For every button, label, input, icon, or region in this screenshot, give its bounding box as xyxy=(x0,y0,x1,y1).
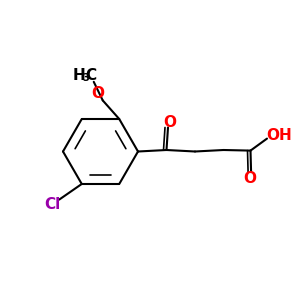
Text: O: O xyxy=(243,171,256,186)
Text: 3: 3 xyxy=(82,73,89,82)
Text: OH: OH xyxy=(267,128,292,143)
Text: O: O xyxy=(92,86,105,101)
Text: O: O xyxy=(163,115,176,130)
Text: Cl: Cl xyxy=(44,197,61,212)
Text: C: C xyxy=(85,68,96,83)
Text: H: H xyxy=(73,68,86,83)
